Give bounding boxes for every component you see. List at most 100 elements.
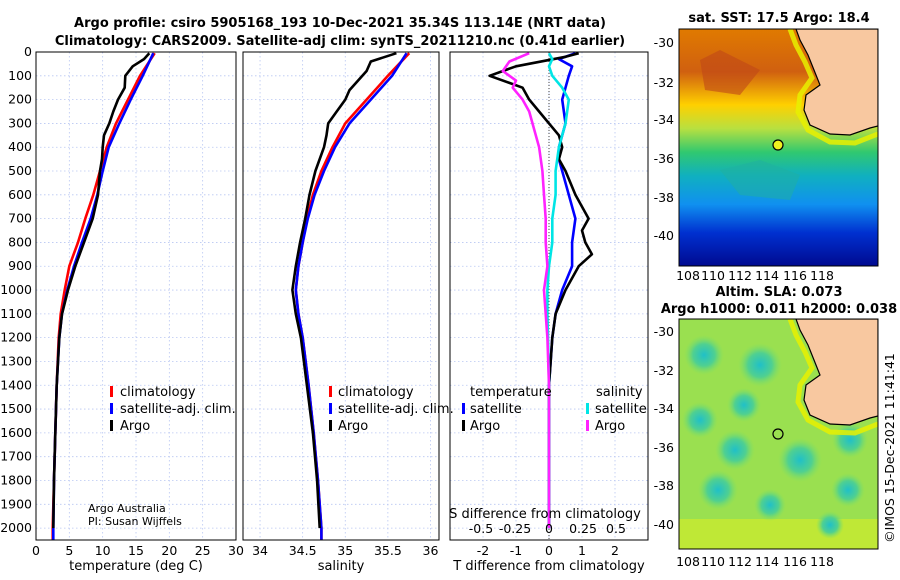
temperature-legend: climatology satellite-adj. clim. Argo	[110, 385, 236, 434]
legend-label-climatology: climatology	[338, 385, 414, 400]
map-tick: -40	[654, 517, 674, 532]
legend-swatch-climatology	[329, 386, 332, 397]
y-tick-label: 700	[8, 211, 32, 226]
map-tick: -34	[654, 401, 674, 416]
y-tick-label: 1700	[0, 449, 32, 464]
map-tick: 110	[701, 554, 725, 569]
sla-eddy	[816, 511, 844, 539]
legend-title-salinity: salinity	[596, 385, 643, 400]
temperature-xlabel: temperature (deg C)	[69, 559, 203, 574]
legend-label-t-argo: Argo	[470, 419, 500, 434]
legend-swatch-satellite	[110, 403, 113, 414]
map-tick: -36	[654, 440, 674, 455]
map-tick: 116	[783, 268, 807, 283]
y-tick-label: 900	[8, 258, 32, 273]
sla-map-title-line-1: Altim. SLA: 0.073	[716, 285, 843, 300]
plot-frame	[242, 51, 440, 541]
map-tick: 114	[755, 554, 779, 569]
map-tick: 108	[676, 268, 700, 283]
imos-timestamp: ©IMOS 15-Dec-2021 11:41:41	[882, 353, 897, 543]
sst-map-title: sat. SST: 17.5 Argo: 18.4	[688, 11, 869, 26]
x-tick-label: 5	[65, 543, 73, 558]
sst-cool-patch	[720, 160, 800, 200]
sla-eddy	[682, 402, 718, 438]
x-tick-label: 30	[228, 543, 244, 558]
x-tick-label: 36	[423, 543, 439, 558]
map-tick: -38	[654, 190, 674, 205]
sst-warm-patch	[700, 50, 760, 95]
map-tick: 108	[676, 554, 700, 569]
legend-swatch-t-argo	[462, 420, 465, 431]
map-tick: -34	[654, 112, 674, 127]
y-tick-label: 1800	[0, 472, 32, 487]
y-tick-label: 800	[8, 234, 32, 249]
x-tick-label: 35	[337, 543, 353, 558]
y-tick-label: 1000	[0, 282, 32, 297]
legend-swatch-argo	[329, 420, 332, 431]
y-tick-label: 500	[8, 163, 32, 178]
y-tick-label: 1300	[0, 353, 32, 368]
y-tick-label: 0	[24, 44, 32, 59]
sla-field-south	[679, 519, 878, 549]
difference-top-xlabel: S difference from climatology	[449, 507, 641, 522]
map-tick: 110	[701, 268, 725, 283]
sla-eddy	[738, 343, 782, 387]
temperature-panel: 0 5 10 15 20 25 300100200300400500600700800900…	[0, 44, 244, 558]
difference-xlabel: T difference from climatology	[452, 559, 645, 574]
map-tick: 116	[783, 554, 807, 569]
sla-eddy	[754, 489, 786, 521]
x-tick-label: 35.5	[374, 543, 402, 558]
plot-frame	[35, 51, 237, 541]
x-tick-label: 20	[161, 543, 177, 558]
series-line-climatology	[294, 52, 411, 540]
map-tick: -38	[654, 478, 674, 493]
y-tick-label: 1200	[0, 330, 32, 345]
x-tick-label: 25	[195, 543, 211, 558]
s-tick: 0.5	[606, 521, 626, 536]
legend-label-s-argo: Argo	[595, 419, 625, 434]
y-tick-label: 1500	[0, 401, 32, 416]
difference-panel: -2 -1 0 1 2	[449, 51, 649, 558]
s-tick: -0.25	[499, 521, 531, 536]
sla-map-yticks: -30 -32 -34 -36 -38 -40	[654, 324, 674, 532]
x-tick-label: 34.5	[289, 543, 317, 558]
s-tick: -0.5	[469, 521, 493, 536]
s-tick: 0	[545, 521, 553, 536]
y-tick-label: 1400	[0, 377, 32, 392]
y-tick-label: 100	[8, 68, 32, 83]
legend-swatch-t-satellite	[462, 403, 465, 414]
x-tick-label: 0	[32, 543, 40, 558]
map-tick: 112	[728, 268, 752, 283]
map-tick: 112	[728, 554, 752, 569]
x-tick-label: 15	[128, 543, 144, 558]
legend-swatch-satellite	[329, 403, 332, 414]
sla-eddy	[698, 470, 738, 510]
sla-map-xticks: 108 110 112 114 116 118	[676, 554, 834, 569]
y-tick-label: 200	[8, 92, 32, 107]
map-tick: -36	[654, 151, 674, 166]
series-line-satellite-adj-clim	[294, 52, 408, 540]
series-line-argo	[52, 52, 151, 529]
x-tick-label: 2	[611, 543, 619, 558]
y-tick-label: 2000	[0, 520, 32, 535]
sla-map-frame	[678, 318, 879, 550]
s-tick: 0.25	[569, 521, 597, 536]
series-line-climatology	[51, 52, 156, 540]
legend-label-t-satellite: satellite	[470, 402, 522, 417]
y-tick-label: 1600	[0, 425, 32, 440]
x-tick-label: 10	[95, 543, 111, 558]
legend-swatch-s-satellite	[586, 403, 589, 414]
title-line-2: Climatology: CARS2009. Satellite-adj cli…	[55, 34, 625, 49]
map-tick: 118	[810, 268, 834, 283]
sla-eddy	[715, 430, 755, 470]
x-tick-label: 34	[252, 543, 268, 558]
x-tick-label: 0	[545, 543, 553, 558]
x-tick-label: -1	[510, 543, 522, 558]
map-tick: 114	[755, 268, 779, 283]
map-tick: -40	[654, 228, 674, 243]
float-location-marker	[772, 428, 784, 440]
shelf-contour	[787, 319, 878, 436]
y-tick-label: 1100	[0, 306, 32, 321]
sst-map-xticks: 108 110 112 114 116 118	[676, 268, 834, 283]
